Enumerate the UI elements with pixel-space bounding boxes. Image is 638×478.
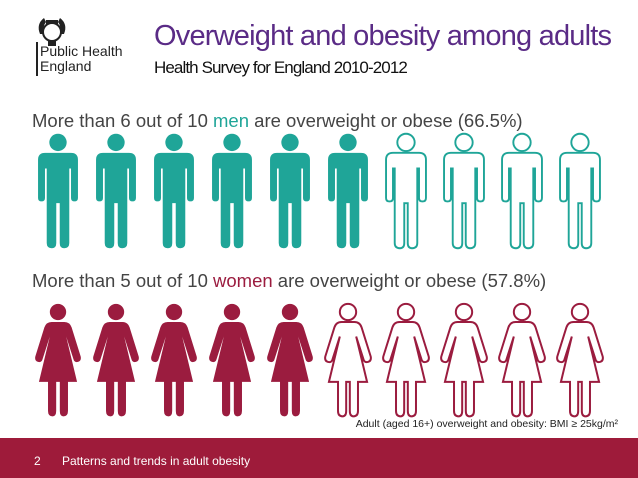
women-statement-pre: More than 5 out of 10 [32,270,214,291]
man-icon [501,132,543,250]
woman-icon [324,302,372,418]
men-statement-post: are overweight or obese (66.5%) [249,110,523,131]
man-icon [328,133,368,249]
page-subtitle: Health Survey for England 2010-2012 [154,58,408,77]
woman-icon [556,302,604,418]
man-icon [154,133,194,249]
women-highlight: women [213,270,273,291]
woman-icon [382,302,430,418]
logo-rule [36,42,38,76]
bmi-definition-note: Adult (aged 16+) overweight and obesity:… [355,418,618,430]
woman-icon [93,303,139,417]
logo-line-1: Public Health [40,43,123,59]
man-icon [212,133,252,249]
woman-icon [35,303,81,417]
man-icon [270,133,310,249]
man-icon [38,133,78,249]
men-highlight: men [213,110,250,131]
royal-crest-logo [38,18,66,46]
women-statement: More than 5 out of 10 women are overweig… [32,270,546,292]
men-statement-pre: More than 6 out of 10 [32,110,214,131]
man-icon [559,132,601,250]
organisation-name: Public Health England [40,44,123,74]
men-pictogram-row [30,132,610,252]
page-title: Overweight and obesity among adults [154,20,612,52]
logo-line-2: England [40,58,92,74]
man-icon [96,133,136,249]
footer-title: Patterns and trends in adult obesity [62,454,251,468]
woman-icon [151,303,197,417]
woman-icon [498,302,546,418]
woman-icon [209,303,255,417]
man-icon [443,132,485,250]
women-pictogram-row [30,302,610,422]
men-statement: More than 6 out of 10 men are overweight… [32,110,523,132]
woman-icon [267,303,313,417]
women-statement-post: are overweight or obese (57.8%) [272,270,547,291]
man-icon [385,132,427,250]
slide-number: 2 [34,454,41,468]
woman-icon [440,302,488,418]
footer-bar: 2 Patterns and trends in adult obesity [0,438,638,478]
